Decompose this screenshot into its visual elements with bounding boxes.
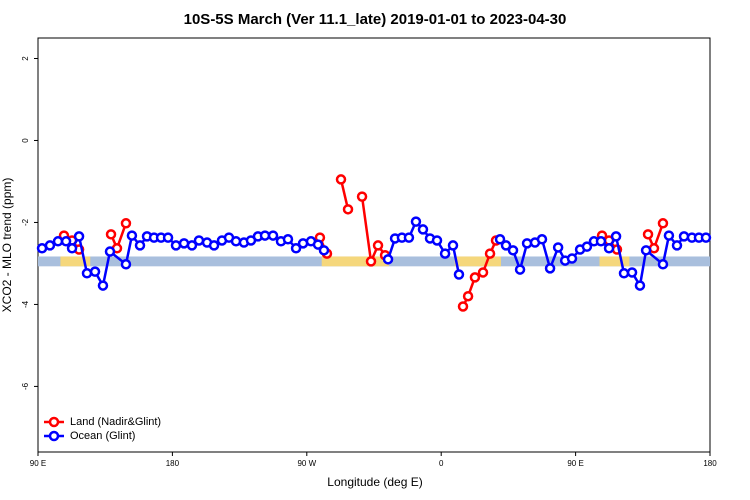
x-tick-label: 90 E (30, 459, 46, 468)
data-point (663, 230, 675, 241)
y-tick-label: -2 (21, 218, 30, 226)
data-point (603, 243, 615, 254)
data-point (134, 240, 146, 251)
data-point (618, 268, 630, 279)
legend-label: Land (Nadir&Glint) (70, 416, 161, 428)
data-point (500, 240, 512, 251)
data-point (536, 234, 548, 245)
data-point (120, 218, 132, 229)
data-point (60, 236, 72, 247)
data-point (626, 267, 638, 278)
data-point (566, 253, 578, 264)
data-point (126, 230, 138, 241)
data-point (657, 259, 669, 270)
y-axis-label: XCO2 - MLO trend (ppm) (0, 178, 14, 313)
data-point (439, 248, 451, 259)
y-tick-label: 2 (21, 56, 30, 61)
data-point (431, 235, 443, 246)
legend-marker (48, 430, 60, 442)
data-point (356, 191, 368, 202)
data-point (700, 232, 712, 243)
data-point (595, 236, 607, 247)
data-point (104, 246, 116, 257)
data-point (410, 216, 422, 227)
data-point (282, 234, 294, 245)
data-point (120, 259, 132, 270)
data-point (105, 229, 117, 240)
legend-label: Ocean (Glint) (70, 430, 135, 442)
x-tick-label: 0 (439, 459, 444, 468)
x-tick-label: 90 W (297, 459, 316, 468)
data-point (447, 240, 459, 251)
data-point (267, 230, 279, 241)
data-point (514, 264, 526, 275)
data-point (342, 204, 354, 215)
x-axis-label: Longitude (deg E) (327, 475, 422, 489)
land-band (454, 256, 501, 267)
data-point (365, 256, 377, 267)
data-point (44, 240, 56, 251)
y-tick-label: -4 (21, 300, 30, 308)
land-band (60, 256, 91, 267)
data-point (170, 240, 182, 251)
data-point (678, 231, 690, 242)
y-tick-label: 0 (21, 138, 30, 143)
land-band (321, 256, 389, 267)
x-tick-label: 180 (703, 459, 717, 468)
data-point (610, 231, 622, 242)
data-point (52, 236, 64, 247)
data-point (417, 224, 429, 235)
data-point (193, 235, 205, 246)
data-point (494, 234, 506, 245)
data-point (290, 243, 302, 254)
x-tick-label: 180 (166, 459, 180, 468)
data-point (97, 280, 109, 291)
data-point (507, 245, 519, 256)
data-point (457, 301, 469, 312)
data-point (312, 239, 324, 250)
data-point (671, 240, 683, 251)
data-point (469, 272, 481, 283)
data-point (259, 230, 271, 241)
data-point (66, 243, 78, 254)
data-point (640, 245, 652, 256)
data-point (162, 232, 174, 243)
y-tick-label: -6 (21, 382, 30, 390)
data-point (552, 242, 564, 253)
land-band (599, 256, 630, 267)
data-point (477, 267, 489, 278)
chart-title: 10S-5S March (Ver 11.1_late) 2019-01-01 … (184, 11, 567, 28)
data-point (484, 248, 496, 259)
data-point (657, 218, 669, 229)
data-point (403, 232, 415, 243)
data-point (230, 236, 242, 247)
data-point (581, 241, 593, 252)
data-point (89, 266, 101, 277)
data-point (335, 174, 347, 185)
legend-marker (48, 416, 60, 428)
data-point (453, 269, 465, 280)
data-point (73, 231, 85, 242)
data-point (544, 263, 556, 274)
series-line (360, 196, 387, 266)
x-tick-label: 90 E (567, 459, 583, 468)
data-point (634, 280, 646, 291)
data-point (208, 240, 220, 251)
data-point (372, 240, 384, 251)
data-point (462, 290, 474, 302)
data-point (318, 245, 330, 256)
data-point (186, 240, 198, 251)
data-point (642, 229, 654, 240)
data-point (382, 254, 394, 265)
data-point (81, 268, 93, 279)
